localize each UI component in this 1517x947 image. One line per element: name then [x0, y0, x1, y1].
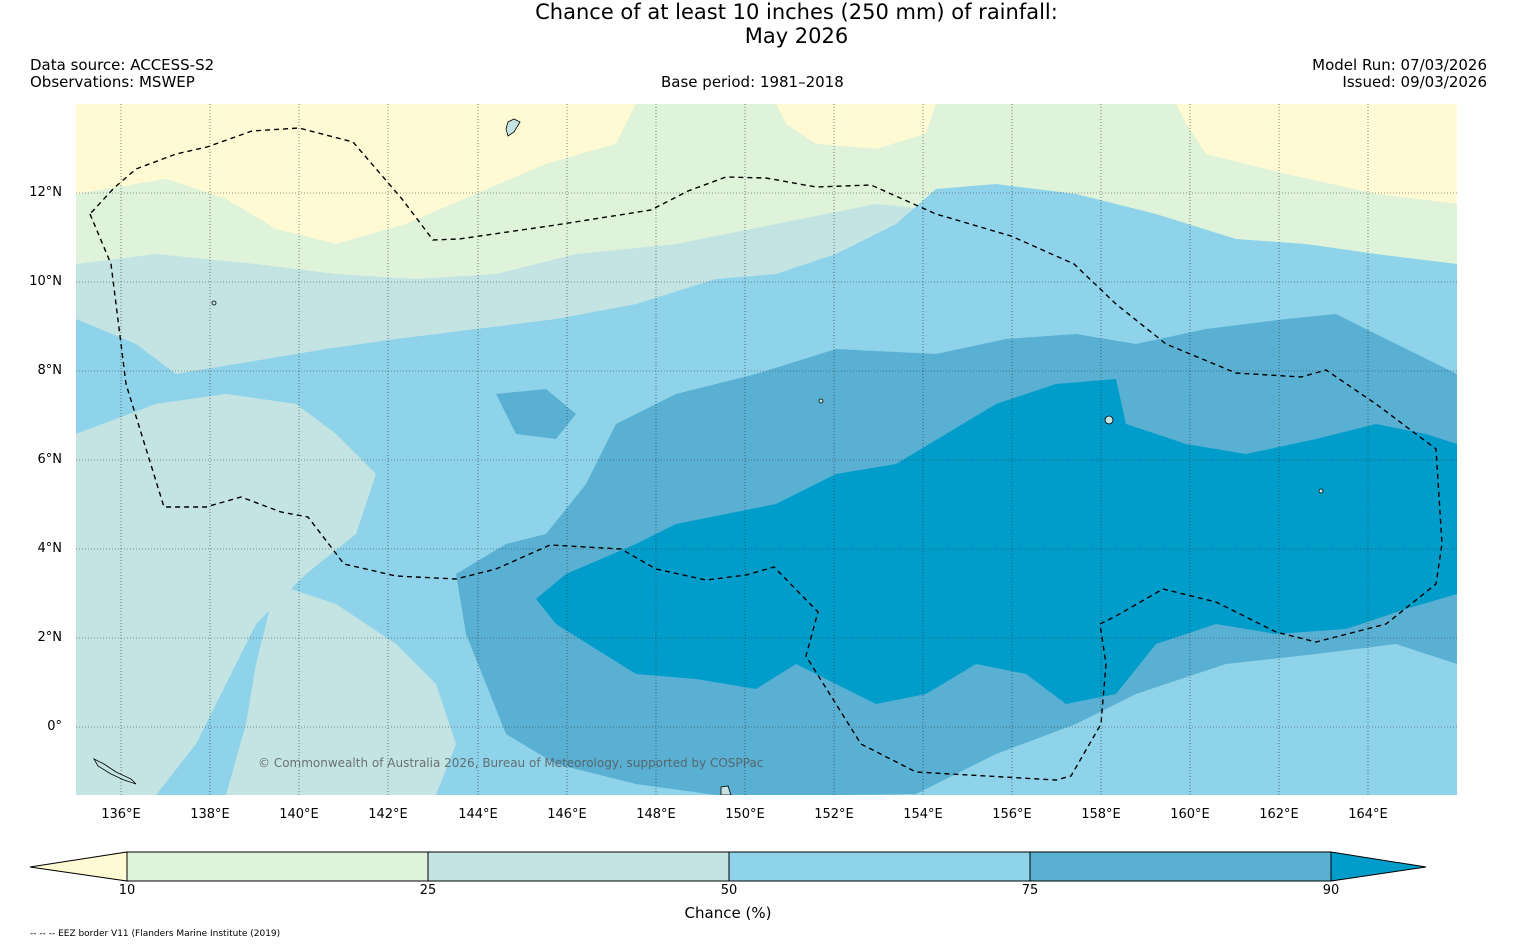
colorbar-segment-above-90	[1330, 851, 1427, 882]
lon-label-152e: 152°E	[814, 807, 854, 822]
zone-below-10-ne	[1176, 104, 1457, 204]
lon-label-136e: 136°E	[101, 807, 141, 822]
lat-label-6n: 6°N	[37, 452, 63, 467]
lon-label-150e: 150°E	[725, 807, 765, 822]
zone-10-25-north	[76, 104, 1457, 279]
model-run-label: Model Run: 07/03/2026	[1312, 56, 1487, 74]
map-canvas	[76, 104, 1457, 795]
zone-below-10-nw	[76, 104, 636, 244]
lon-label-138e: 138°E	[190, 807, 230, 822]
zone-above-90	[536, 379, 1457, 704]
lon-label-142e: 142°E	[368, 807, 408, 822]
issued-label: Issued: 09/03/2026	[1342, 73, 1487, 91]
lon-label-158e: 158°E	[1081, 807, 1121, 822]
zone-75-90-nw-patch	[496, 389, 576, 439]
lat-label-4n: 4°N	[37, 541, 63, 556]
colorbar-tick-50: 50	[720, 883, 738, 898]
observations-label: Observations: MSWEP	[30, 73, 195, 91]
lon-label-162e: 162°E	[1259, 807, 1299, 822]
lat-label-2n: 2°N	[37, 630, 63, 645]
lon-label-146e: 146°E	[547, 807, 587, 822]
graticule	[76, 104, 1457, 795]
zone-25-50-hole-sw	[226, 584, 456, 795]
colorbar-tick-25: 25	[419, 883, 437, 898]
lon-label-160e: 160°E	[1170, 807, 1210, 822]
lon-label-148e: 148°E	[636, 807, 676, 822]
eez-footnote: -- -- -- EEZ border V11 (Flanders Marine…	[30, 929, 281, 939]
lon-label-164e: 164°E	[1348, 807, 1388, 822]
colorbar-segment-below-10	[29, 851, 128, 882]
copyright-notice: © Commonwealth of Australia 2026, Bureau…	[258, 756, 764, 770]
lat-label-10n: 10°N	[29, 274, 62, 289]
colorbar	[29, 851, 1427, 882]
data-source-label: Data source: ACCESS-S2	[30, 56, 215, 74]
rainfall-map[interactable]	[76, 104, 1457, 795]
lon-label-140e: 140°E	[279, 807, 319, 822]
base-period-label: Base period: 1981–2018	[661, 73, 844, 91]
colorbar-segment-50-75	[728, 851, 1031, 882]
lon-label-156e: 156°E	[992, 807, 1032, 822]
colorbar-label: Chance (%)	[684, 904, 772, 922]
colorbar-segment-10-25	[126, 851, 429, 882]
colorbar-tick-75: 75	[1021, 883, 1039, 898]
colorbar-tick-90: 90	[1322, 883, 1340, 898]
lat-label-0: 0°	[47, 719, 62, 734]
lat-label-8n: 8°N	[37, 363, 63, 378]
eez-border	[89, 127, 1443, 781]
map-subtitle: May 2026	[744, 24, 849, 48]
map-title: Chance of at least 10 inches (250 mm) of…	[535, 0, 1058, 24]
lon-label-154e: 154°E	[903, 807, 943, 822]
lat-label-12n: 12°N	[29, 185, 62, 200]
colorbar-segment-75-90	[1029, 851, 1332, 882]
colorbar-segment-25-50	[427, 851, 730, 882]
lon-label-144e: 144°E	[458, 807, 498, 822]
zone-below-10-n	[776, 104, 936, 149]
islands	[92, 118, 1324, 795]
colorbar-tick-10: 10	[118, 883, 136, 898]
zone-25-50-hole-west	[76, 394, 376, 795]
